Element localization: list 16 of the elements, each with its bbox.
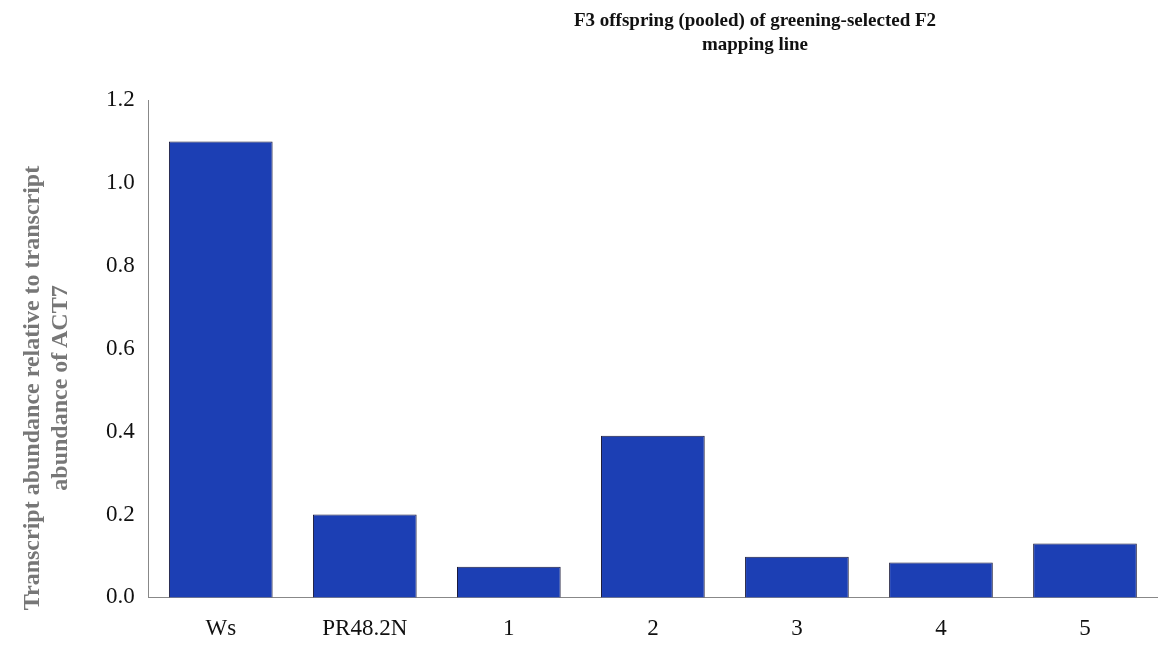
x-tick-label: 3	[791, 615, 803, 641]
x-tick-label: 4	[935, 615, 948, 641]
y-tick-label: 1.0	[106, 168, 135, 194]
y-tick-label: 0.2	[106, 500, 135, 526]
y-tick-label: 0.4	[106, 417, 136, 443]
x-tick-label: Ws	[205, 615, 237, 641]
y-tick-label: 0.6	[106, 334, 135, 360]
x-tick-label: PR48.2N	[322, 615, 408, 641]
x-tick-label: 1	[503, 615, 515, 641]
y-tick-label: 1.2	[106, 86, 135, 112]
y-axis-title: Transcript abundance relative to transcript abundance of ACT7	[17, 164, 73, 613]
x-tick-label: 5	[1079, 615, 1091, 641]
y-tick-label: 0.8	[106, 251, 135, 277]
y-tick-label: 0.0	[106, 583, 135, 609]
chart-title: F3 offspring (pooled) of greening-selected F2 mapping line	[572, 8, 938, 56]
x-tick-label: 2	[647, 615, 659, 641]
